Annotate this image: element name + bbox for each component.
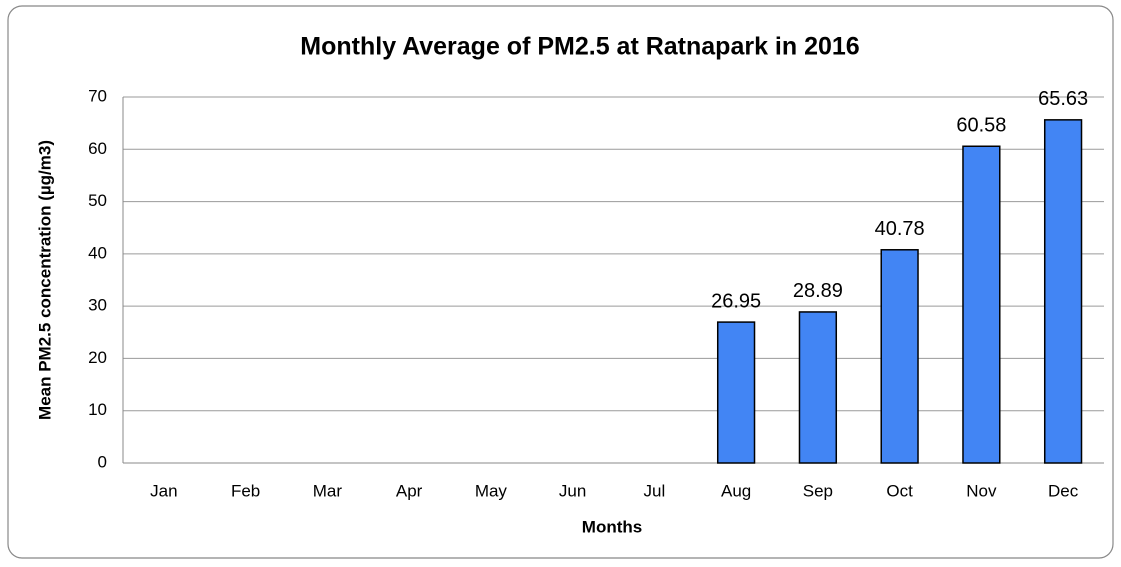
- y-tick-label: 30: [88, 296, 107, 315]
- x-tick-label: Dec: [1048, 481, 1079, 500]
- x-tick-label: Feb: [231, 481, 260, 500]
- y-axis-label: Mean PM2.5 concentration (µg/m3): [35, 140, 54, 420]
- y-tick-label: 60: [88, 139, 107, 158]
- data-label: 26.95: [711, 290, 761, 312]
- data-label: 40.78: [875, 218, 925, 240]
- x-tick-label: Nov: [966, 481, 997, 500]
- chart-frame: [7, 5, 1114, 559]
- y-tick-label: 20: [88, 348, 107, 367]
- x-tick-label: Jul: [644, 481, 666, 500]
- x-tick-label: May: [475, 481, 508, 500]
- y-tick-label: 0: [98, 452, 107, 471]
- x-tick-label: Jun: [559, 481, 586, 500]
- y-tick-label: 10: [88, 400, 107, 419]
- x-tick-label: Aug: [721, 481, 751, 500]
- x-tick-label: Sep: [803, 481, 833, 500]
- x-tick-label: Apr: [396, 481, 423, 500]
- x-tick-label: Mar: [313, 481, 343, 500]
- data-label: 65.63: [1038, 88, 1088, 110]
- bar: [716, 321, 756, 464]
- y-tick-label: 50: [88, 191, 107, 210]
- bar: [962, 145, 1001, 464]
- bar: [1043, 119, 1083, 464]
- x-axis-label: Months: [582, 517, 642, 536]
- data-label: 60.58: [956, 115, 1006, 137]
- data-label: 28.89: [793, 280, 843, 302]
- y-tick-label: 70: [88, 86, 107, 105]
- bar: [880, 249, 919, 464]
- bar: [798, 311, 838, 464]
- chart-title: Monthly Average of PM2.5 at Ratnapark in…: [300, 33, 859, 61]
- x-tick-label: Jan: [150, 481, 177, 500]
- y-tick-label: 40: [88, 243, 107, 262]
- x-tick-label: Oct: [886, 481, 913, 500]
